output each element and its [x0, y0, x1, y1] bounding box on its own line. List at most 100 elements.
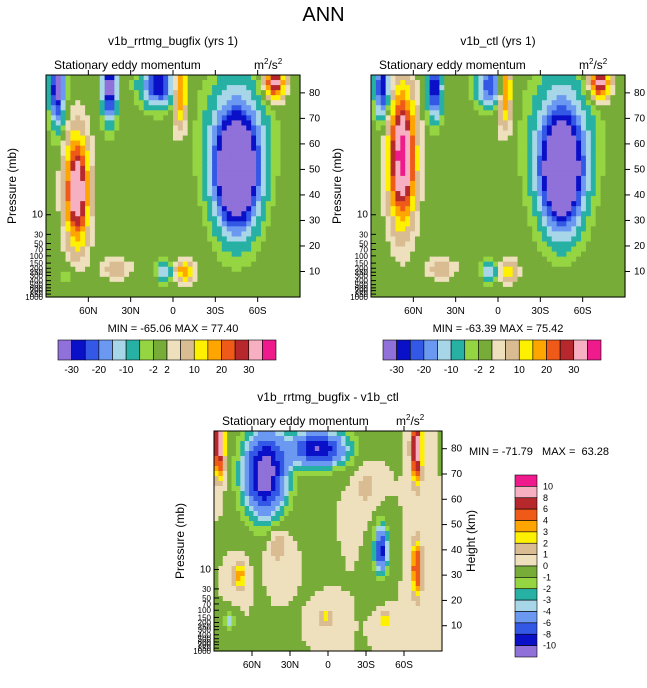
- field-cell: [537, 267, 542, 273]
- field-cell: [610, 287, 615, 293]
- field-cell: [411, 446, 416, 452]
- field-cell: [478, 105, 483, 111]
- field-cell: [435, 131, 440, 137]
- field-cell: [444, 196, 449, 202]
- field-cell: [566, 105, 571, 111]
- field-cell: [129, 206, 134, 212]
- x-tick-label: 30N: [121, 306, 139, 317]
- field-cell: [251, 236, 256, 242]
- field-cell: [493, 211, 498, 217]
- field-cell: [262, 436, 267, 442]
- field-cell: [144, 231, 149, 237]
- field-cell: [430, 95, 435, 101]
- field-cell: [188, 146, 193, 152]
- field-cell: [46, 201, 51, 207]
- field-cell: [95, 125, 100, 131]
- field-cell: [129, 95, 134, 101]
- field-cell: [576, 216, 581, 222]
- field-cell: [46, 146, 51, 152]
- field-cell: [610, 216, 615, 222]
- field-cell: [66, 151, 71, 157]
- field-cell: [610, 110, 615, 116]
- field-cell: [197, 216, 202, 222]
- field-cell: [237, 80, 242, 86]
- field-cell: [237, 272, 242, 278]
- field-cell: [576, 75, 581, 81]
- field-cell: [61, 146, 66, 152]
- field-cell: [478, 161, 483, 167]
- field-cell: [459, 272, 464, 278]
- field-cell: [522, 211, 527, 217]
- field-cell: [459, 75, 464, 81]
- field-cell: [601, 80, 606, 86]
- field-cell: [251, 115, 256, 121]
- field-cell: [478, 181, 483, 187]
- field-cell: [285, 176, 290, 182]
- field-cell: [464, 191, 469, 197]
- field-cell: [290, 236, 295, 242]
- field-cell: [537, 120, 542, 126]
- field-cell: [168, 80, 173, 86]
- field-cell: [285, 141, 290, 147]
- field-cell: [324, 436, 329, 442]
- field-cell: [513, 136, 518, 142]
- field-cell: [478, 171, 483, 177]
- field-cell: [547, 282, 552, 288]
- field-cell: [474, 201, 479, 207]
- field-cell: [430, 236, 435, 242]
- field-cell: [415, 161, 420, 167]
- field-cell: [381, 181, 386, 187]
- field-cell: [66, 100, 71, 106]
- field-cell: [444, 277, 449, 283]
- field-cell: [586, 95, 591, 101]
- field-cell: [425, 181, 430, 187]
- field-cell: [508, 287, 513, 293]
- field-cell: [217, 242, 222, 248]
- field-cell: [381, 287, 386, 293]
- field-cell: [188, 161, 193, 167]
- field-cell: [562, 221, 567, 227]
- field-cell: [557, 252, 562, 258]
- field-cell: [119, 287, 124, 293]
- field-cell: [391, 125, 396, 131]
- field-cell: [46, 262, 51, 268]
- field-cell: [114, 146, 119, 152]
- field-cell: [90, 171, 95, 177]
- field-cell: [605, 95, 610, 101]
- field-cell: [337, 431, 342, 437]
- field-cell: [454, 110, 459, 116]
- field-cell: [237, 161, 242, 167]
- field-cell: [114, 226, 119, 232]
- field-cell: [391, 156, 396, 162]
- field-cell: [454, 277, 459, 283]
- field-cell: [581, 176, 586, 182]
- field-cell: [513, 166, 518, 172]
- field-cell: [513, 216, 518, 222]
- field-cell: [178, 115, 183, 121]
- field-cell: [246, 206, 251, 212]
- field-cell: [547, 161, 552, 167]
- field-cell: [110, 216, 115, 222]
- field-cell: [100, 115, 105, 121]
- field-cell: [601, 141, 606, 147]
- field-cell: [552, 196, 557, 202]
- colorbar-box: [438, 340, 452, 360]
- field-cell: [508, 181, 513, 187]
- field-cell: [222, 186, 227, 192]
- field-cell: [61, 75, 66, 81]
- field-cell: [601, 125, 606, 131]
- field-cell: [586, 277, 591, 283]
- field-cell: [400, 166, 405, 172]
- field-cell: [80, 146, 85, 152]
- field-cell: [537, 181, 542, 187]
- field-cell: [566, 141, 571, 147]
- field-cell: [168, 176, 173, 182]
- field-cell: [280, 231, 285, 237]
- field-cell: [188, 100, 193, 106]
- field-cell: [193, 191, 198, 197]
- field-cell: [532, 131, 537, 137]
- field-cell: [503, 277, 508, 283]
- field-cell: [153, 252, 158, 258]
- field-cell: [188, 105, 193, 111]
